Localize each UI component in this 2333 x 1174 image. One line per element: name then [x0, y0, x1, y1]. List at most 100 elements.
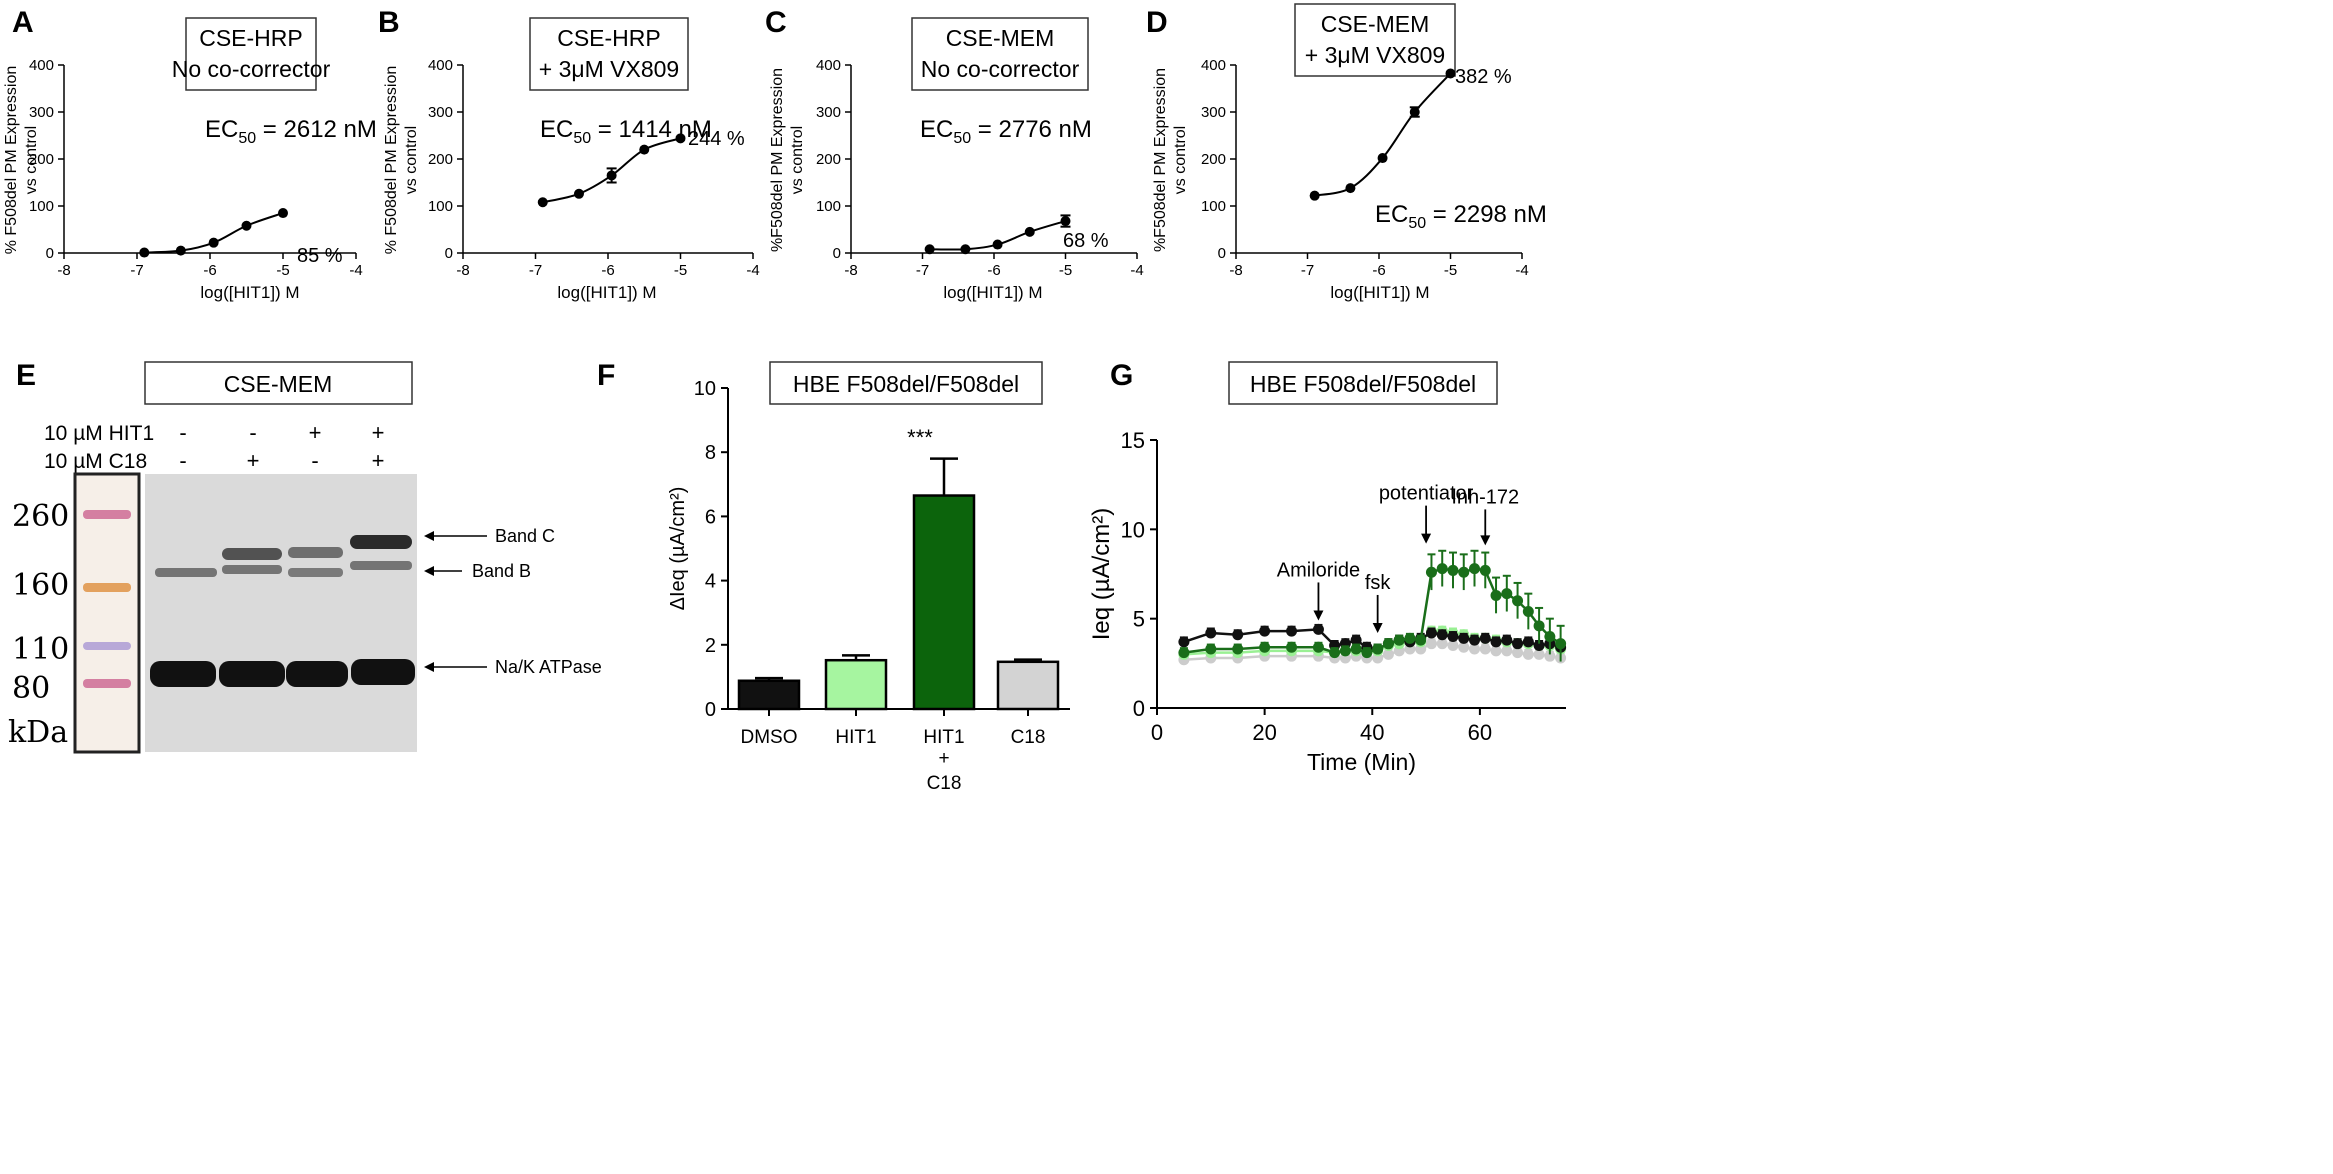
data-point [639, 144, 650, 155]
ladder-band-80 [83, 679, 131, 688]
bar [737, 679, 801, 711]
ec50-label: EC50 = 1414 nM [540, 116, 712, 147]
data-point [1479, 564, 1491, 576]
data-point [1339, 645, 1351, 657]
ladder-band-160 [83, 583, 131, 592]
max-label: 85 % [297, 245, 343, 267]
band-c-lane4 [350, 535, 412, 549]
y-tick-label: 200 [428, 151, 453, 168]
data-point [1436, 638, 1448, 650]
x-tick-label: -6 [203, 262, 216, 279]
data-point [1490, 636, 1502, 648]
fit-curve [1314, 72, 1452, 197]
max-label: 244 % [688, 128, 745, 150]
panel-e: E CSE-MEM 10 µM HIT1 - - + + 10 µM C18 -… [8, 359, 602, 754]
band-b-lane1 [155, 568, 217, 577]
data-point [1259, 641, 1271, 653]
data-point [1469, 563, 1481, 575]
ec50-sub: 50 [573, 130, 591, 147]
data-point [1490, 645, 1502, 657]
data-point [1522, 636, 1534, 648]
x-tick-label: -6 [601, 262, 614, 279]
x-tick-label: -8 [1229, 262, 1242, 279]
x-tick-label: C18 [1011, 727, 1046, 748]
y-axis-label-line1: %F508del PM Expression [769, 68, 786, 252]
data-point [208, 237, 219, 248]
data-point [1312, 641, 1324, 653]
data-point [1479, 632, 1491, 644]
annotation-label: Inh-172 [1451, 486, 1519, 508]
data-point [1361, 647, 1373, 659]
y-tick-label: 100 [1201, 198, 1226, 215]
panel-title-box [185, 17, 317, 91]
panel-title-line2: No co-corrector [921, 56, 1080, 82]
y-tick-label: 15 [1121, 428, 1145, 453]
panel-title-line2: + 3μM VX809 [1305, 42, 1445, 68]
x-tick-label: -4 [349, 262, 362, 279]
c18-sign-lane4: + [372, 448, 385, 473]
x-tick-label: DMSO [741, 727, 798, 748]
panel-letter: F [597, 359, 615, 392]
annotation-label: fsk [1365, 572, 1392, 594]
y-tick-label: 300 [1201, 104, 1226, 121]
panel-title-box [529, 17, 689, 91]
ec50-label: EC50 = 2298 nM [1375, 201, 1547, 232]
panel-title-line1: CSE-MEM [1321, 11, 1430, 37]
panel-letter: E [16, 359, 36, 392]
y-tick-label: 400 [428, 57, 453, 74]
panel-title-line2: No co-corrector [172, 56, 331, 82]
x-tick-label: -7 [916, 262, 929, 279]
y-axis-label: Ieq (µA/cm²) [1088, 508, 1115, 641]
data-point [1178, 647, 1190, 659]
data-point [1425, 566, 1437, 578]
marker-110: 110 [12, 632, 69, 667]
data-point [1501, 634, 1513, 646]
x-axis-label: log([HIT1]) M [1330, 283, 1429, 302]
c18-row-label: 10 µM C18 [44, 450, 147, 473]
dose-response-plot: 0 100 200 300 400 -8 -7 -6 -5 -4 [428, 57, 760, 279]
band-b-lane3 [288, 568, 343, 577]
ec50-value: = 2776 nM [971, 116, 1092, 143]
ladder-lane [73, 472, 141, 754]
hit1-sign-lane3: + [309, 420, 322, 445]
data-point [1205, 643, 1217, 655]
panel-letter: A [12, 6, 34, 39]
panel-title-box [1294, 3, 1456, 77]
panel-a: A CSE-HRP No co-corrector EC50 = 2612 nM… [3, 6, 377, 302]
data-point [1469, 643, 1481, 655]
y-tick-label: 10 [694, 378, 716, 400]
y-tick-label: 100 [29, 198, 54, 215]
max-label: 382 % [1455, 66, 1512, 88]
data-point [1544, 631, 1556, 643]
y-tick-label: 5 [1133, 607, 1145, 632]
y-tick-label: 400 [29, 57, 54, 74]
data-point [1501, 588, 1513, 600]
y-tick-label: 0 [445, 245, 453, 262]
c18-sign-lane1: - [179, 448, 186, 473]
ec50-prefix: EC [540, 116, 573, 143]
x-tick-label: -5 [674, 262, 687, 279]
panel-title: HBE F508del/F508del [1250, 371, 1476, 397]
y-axis-label-line2: vs control [23, 126, 40, 194]
band-b-arrowhead [424, 566, 434, 576]
data-point [1329, 647, 1341, 659]
y-tick-label: 300 [428, 104, 453, 121]
panel-title: HBE F508del/F508del [793, 371, 1019, 397]
data-point [1345, 183, 1356, 194]
data-point [1415, 634, 1427, 646]
data-point [675, 133, 686, 144]
y-axis-label: ΔIeq (µA/cm²) [667, 487, 689, 611]
y-tick-label: 300 [816, 104, 841, 121]
data-point [606, 170, 617, 181]
data-point [1533, 639, 1545, 651]
ec50-prefix: EC [205, 116, 238, 143]
nak-band-lane4 [351, 659, 415, 685]
data-point [1436, 629, 1448, 641]
data-point [1544, 650, 1556, 662]
panel-letter: C [765, 6, 787, 39]
y-tick-label: 0 [46, 245, 54, 262]
dose-response-plot: 0 100 200 300 400 -8 -7 -6 -5 -4 [1201, 57, 1529, 279]
hit1-sign-lane4: + [372, 420, 385, 445]
data-point [1447, 639, 1459, 651]
data-point [1178, 636, 1190, 648]
